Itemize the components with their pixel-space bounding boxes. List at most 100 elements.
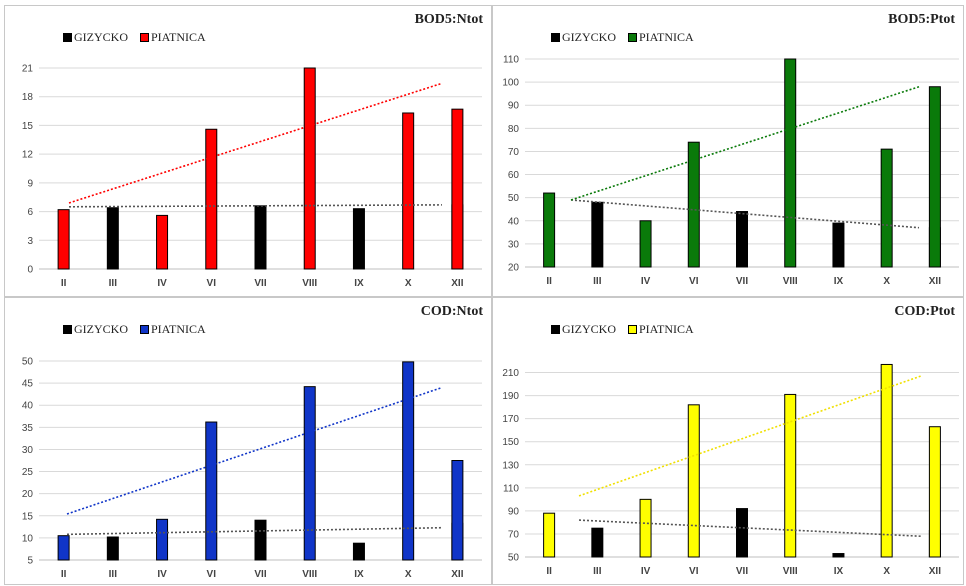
x-tick-label: VIII xyxy=(783,566,798,577)
bar-gizycko xyxy=(736,508,748,558)
y-tick-label: 15 xyxy=(22,121,34,132)
x-tick-label: IX xyxy=(354,569,364,580)
y-tick-label: 6 xyxy=(27,207,33,218)
bar-gizycko xyxy=(736,211,748,268)
x-tick-label: IX xyxy=(834,566,844,577)
y-tick-label: 90 xyxy=(508,506,520,517)
bar-gizycko xyxy=(591,527,604,558)
bar-piatnica xyxy=(402,361,415,561)
legend-label-gizycko: GIZYCKO xyxy=(562,30,616,44)
bar-piatnica xyxy=(205,128,218,270)
legend-label-gizycko: GIZYCKO xyxy=(74,30,128,44)
x-tick-label: IV xyxy=(157,278,167,289)
legend-item-piatnica: PIATNICA xyxy=(628,322,694,337)
bar-piatnica xyxy=(402,112,415,270)
bar-gizycko xyxy=(106,536,119,561)
legend-label-piatnica: PIATNICA xyxy=(639,30,694,44)
bar-piatnica xyxy=(543,192,556,268)
x-tick-label: X xyxy=(883,276,890,287)
x-tick-label: XII xyxy=(929,566,941,577)
y-tick-label: 25 xyxy=(22,467,34,478)
trendline-piatnica xyxy=(570,85,920,201)
legend-label-gizycko: GIZYCKO xyxy=(562,322,616,336)
x-tick-label: XII xyxy=(451,278,463,289)
x-tick-label: IX xyxy=(834,276,844,287)
chart-legend: GIZYCKO PIATNICA xyxy=(551,322,694,337)
legend-item-piatnica: PIATNICA xyxy=(628,30,694,45)
y-tick-label: 60 xyxy=(508,170,520,181)
legend-item-piatnica: PIATNICA xyxy=(140,322,206,337)
y-tick-label: 70 xyxy=(508,147,520,158)
x-tick-label: II xyxy=(546,566,552,577)
legend-item-piatnica: PIATNICA xyxy=(140,30,206,45)
x-tick-label: VII xyxy=(736,276,748,287)
bar-piatnica xyxy=(156,518,169,561)
bar-piatnica xyxy=(57,209,70,270)
y-tick-label: 40 xyxy=(22,401,34,412)
chart-panel-bod5-ntot: 0 3 6 9 12 15 18 21 II III IV VI VII VIII IX X XII GIZYC… xyxy=(4,5,492,297)
x-tick-label: II xyxy=(61,278,67,289)
y-tick-label: 100 xyxy=(502,78,519,89)
bar-piatnica xyxy=(57,535,70,561)
y-tick-label: 10 xyxy=(22,533,34,544)
bar-piatnica xyxy=(205,421,218,561)
y-tick-label: 110 xyxy=(503,55,519,66)
bar-gizycko xyxy=(254,519,267,561)
legend-swatch-piatnica xyxy=(628,33,637,42)
y-tick-label: 45 xyxy=(22,379,34,390)
legend-swatch-gizycko xyxy=(551,33,560,42)
bar-piatnica xyxy=(639,498,652,558)
y-tick-label: 20 xyxy=(22,489,34,500)
bar-piatnica xyxy=(880,148,893,268)
y-tick-label: 30 xyxy=(508,239,520,250)
bar-piatnica xyxy=(639,220,652,268)
y-tick-label: 12 xyxy=(22,150,34,161)
x-tick-label: VIII xyxy=(302,569,317,580)
legend-item-gizycko: GIZYCKO xyxy=(551,30,616,45)
trendline-piatnica xyxy=(66,386,443,515)
x-tick-label: III xyxy=(593,566,602,577)
chart-legend: GIZYCKO PIATNICA xyxy=(551,30,694,45)
y-tick-label: 30 xyxy=(22,445,34,456)
x-tick-label: III xyxy=(109,569,118,580)
bar-piatnica xyxy=(928,86,941,268)
trendline-gizycko xyxy=(578,519,922,538)
x-tick-label: III xyxy=(109,278,118,289)
x-tick-label: VI xyxy=(689,566,699,577)
x-tick-label: VII xyxy=(254,278,266,289)
bar-piatnica xyxy=(303,67,316,270)
x-tick-label: IV xyxy=(641,566,651,577)
x-tick-label: XII xyxy=(451,569,463,580)
bar-piatnica xyxy=(156,214,169,270)
bar-gizycko xyxy=(254,205,267,270)
legend-label-gizycko: GIZYCKO xyxy=(74,322,128,336)
legend-label-piatnica: PIATNICA xyxy=(151,30,206,44)
y-tick-label: 40 xyxy=(508,216,520,227)
legend-swatch-piatnica xyxy=(628,325,637,334)
x-tick-label: VI xyxy=(207,569,217,580)
bar-piatnica xyxy=(543,512,556,558)
bar-piatnica xyxy=(880,363,893,558)
legend-label-piatnica: PIATNICA xyxy=(639,322,694,336)
x-tick-label: III xyxy=(593,276,602,287)
legend-item-gizycko: GIZYCKO xyxy=(551,322,616,337)
x-tick-label: X xyxy=(405,569,412,580)
bar-piatnica xyxy=(451,460,464,561)
legend-item-gizycko: GIZYCKO xyxy=(63,30,128,45)
chart-title-cod-ptot: COD:Ptot xyxy=(894,304,955,319)
y-tick-label: 150 xyxy=(502,437,519,448)
y-tick-label: 35 xyxy=(22,423,34,434)
chart-title-bod5-ptot: BOD5:Ptot xyxy=(888,12,955,27)
bar-gizycko xyxy=(832,553,845,558)
x-tick-label: VII xyxy=(736,566,748,577)
chart-title-cod-ntot: COD:Ntot xyxy=(420,304,483,319)
bar-piatnica xyxy=(687,404,700,558)
bar-piatnica xyxy=(303,386,316,561)
bar-piatnica xyxy=(784,393,797,558)
legend-swatch-piatnica xyxy=(140,325,149,334)
y-tick-label: 9 xyxy=(27,178,33,189)
y-tick-label: 50 xyxy=(508,553,520,564)
y-tick-label: 210 xyxy=(502,368,519,379)
legend-swatch-gizycko xyxy=(63,33,72,42)
